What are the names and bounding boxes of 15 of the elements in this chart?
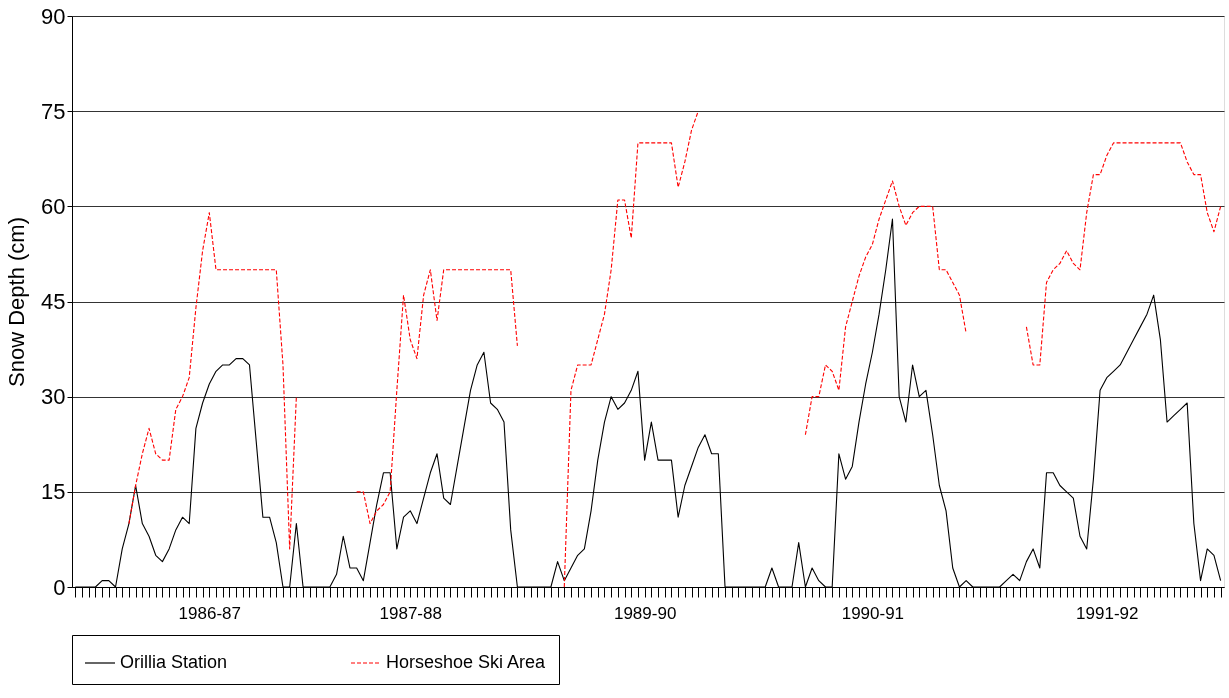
y-tick-label: 45 xyxy=(41,289,66,314)
y-tick-label: 15 xyxy=(41,479,66,505)
y-axis-title: Snow Depth (cm) xyxy=(4,217,30,387)
y-tick-label: 75 xyxy=(41,98,66,124)
legend-label: Horseshoe Ski Area xyxy=(386,652,547,672)
x-tick-label: 1986-87 xyxy=(178,603,241,623)
x-tick-label: 1990-91 xyxy=(841,603,905,623)
y-tick-label: 30 xyxy=(41,384,66,410)
y-tick-label: 60 xyxy=(41,193,66,219)
y-tick-label: 0 xyxy=(53,574,66,600)
legend-label: Orillia Station xyxy=(120,652,228,672)
x-tick-label: 1987-88 xyxy=(379,603,442,623)
y-tick-label: 90 xyxy=(41,3,66,29)
x-tick-label: 1989-90 xyxy=(613,603,677,623)
x-tick-label: 1991-92 xyxy=(1076,603,1139,623)
